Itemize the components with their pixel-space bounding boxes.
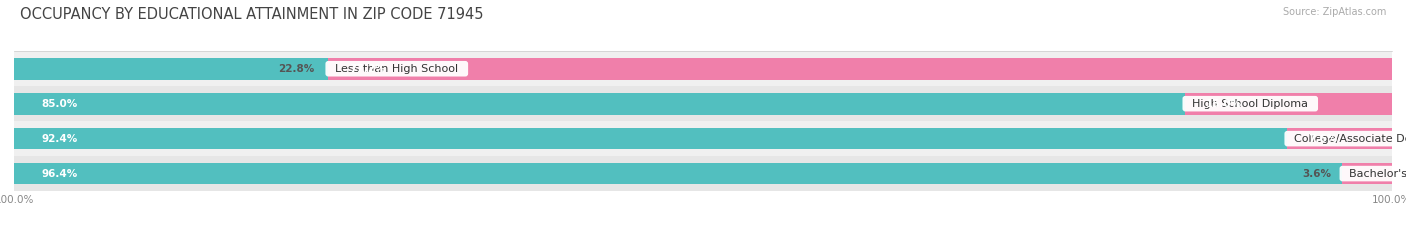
Text: 15.0%: 15.0% bbox=[1206, 99, 1241, 109]
Bar bbox=[14, 121, 1392, 156]
Bar bbox=[1343, 163, 1392, 185]
Bar bbox=[14, 156, 1392, 191]
Text: Bachelor's Degree or higher: Bachelor's Degree or higher bbox=[1343, 169, 1406, 178]
Text: 3.6%: 3.6% bbox=[1302, 169, 1331, 178]
Text: 96.4%: 96.4% bbox=[42, 169, 77, 178]
Text: 77.2%: 77.2% bbox=[349, 64, 385, 74]
Bar bbox=[328, 58, 1392, 80]
Bar bbox=[1288, 128, 1392, 150]
Text: 92.4%: 92.4% bbox=[42, 134, 77, 144]
Text: Source: ZipAtlas.com: Source: ZipAtlas.com bbox=[1282, 7, 1386, 17]
Text: High School Diploma: High School Diploma bbox=[1185, 99, 1315, 109]
Bar bbox=[14, 163, 1343, 185]
Text: OCCUPANCY BY EDUCATIONAL ATTAINMENT IN ZIP CODE 71945: OCCUPANCY BY EDUCATIONAL ATTAINMENT IN Z… bbox=[20, 7, 484, 22]
Bar bbox=[14, 93, 1185, 115]
Text: 22.8%: 22.8% bbox=[278, 64, 315, 74]
Text: 85.0%: 85.0% bbox=[42, 99, 77, 109]
Bar bbox=[14, 86, 1392, 121]
Bar bbox=[14, 58, 328, 80]
Bar bbox=[14, 128, 1288, 150]
Text: 7.6%: 7.6% bbox=[1308, 134, 1337, 144]
Bar bbox=[14, 51, 1392, 86]
Text: College/Associate Degree: College/Associate Degree bbox=[1288, 134, 1406, 144]
Text: Less than High School: Less than High School bbox=[328, 64, 465, 74]
Bar bbox=[1185, 93, 1392, 115]
